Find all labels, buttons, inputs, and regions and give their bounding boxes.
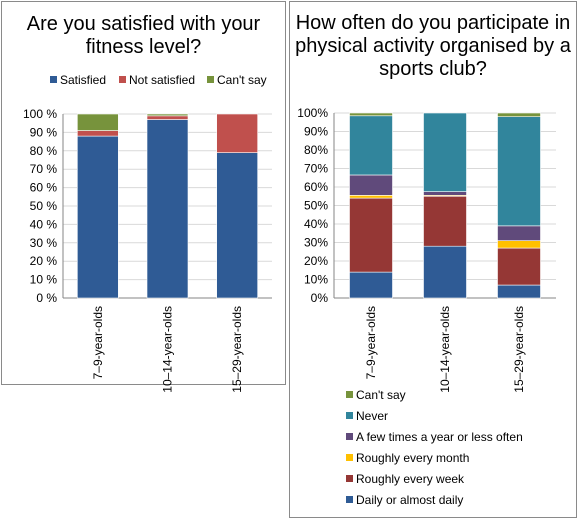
bar-segment-a-few-times-a-year-or-less-often xyxy=(497,225,541,241)
bar-segment-a-few-times-a-year-or-less-often xyxy=(349,174,393,196)
bar-segment-not-satisfied xyxy=(77,130,119,137)
legend-label: Roughly every month xyxy=(356,451,469,465)
x-tick-label: 15–29-year-olds xyxy=(230,306,244,393)
y-tick-label: 80 % xyxy=(30,144,58,158)
y-tick-label: 70 % xyxy=(30,162,58,176)
legend-label: Can't say xyxy=(356,388,406,402)
bar-segment-roughly-every-month xyxy=(497,240,541,249)
bar-segment-can-t-say xyxy=(77,113,119,131)
bar-segment-daily-or-almost-daily xyxy=(423,245,467,299)
legend-swatch xyxy=(50,76,57,83)
bar-segment-daily-or-almost-daily xyxy=(497,284,541,299)
y-tick-label: 70% xyxy=(304,162,328,176)
legend-label: Daily or almost daily xyxy=(356,493,463,507)
bar-segment-roughly-every-week xyxy=(423,195,467,247)
legend-swatch xyxy=(346,475,353,482)
bar-segment-not-satisfied xyxy=(146,115,189,120)
satisfaction-chart: 0 % 10 % 20 % 30 % 40 % 50 % 60 % 70 % 80 % 90 % 1… xyxy=(23,73,272,393)
y-tick-label: 100 % xyxy=(23,107,57,121)
bar-segment-never xyxy=(423,112,467,192)
y-tick-label: 10 % xyxy=(30,273,58,287)
bar-segment-never xyxy=(349,115,393,176)
sports-club-chart: 0% 10% 20% 30% 40% 50% 60% 70% 80% 90% 100% 7–9-yea… xyxy=(297,106,556,507)
y-tick-label: 80% xyxy=(304,143,328,157)
chart-panel-satisfaction: Are you satisfied with your fitness leve… xyxy=(1,1,286,393)
y-tick-label: 30 % xyxy=(30,236,58,250)
legend-swatch xyxy=(346,412,353,419)
y-tick-label: 20% xyxy=(304,254,328,268)
y-tick-label: 0 % xyxy=(36,291,57,305)
bar-segment-roughly-every-month xyxy=(349,195,393,199)
bar-segment-satisfied xyxy=(77,135,119,299)
y-tick-label: 50 % xyxy=(30,199,58,213)
y-tick-label: 20 % xyxy=(30,254,58,268)
legend-swatch xyxy=(119,76,126,83)
legend-swatch xyxy=(346,454,353,461)
chart-title: How often do you participate in physical… xyxy=(295,12,571,80)
y-tick-label: 90 % xyxy=(30,125,58,139)
bar-segment-can-t-say xyxy=(497,112,541,118)
y-tick-label: 90% xyxy=(304,125,328,139)
bar-segment-daily-or-almost-daily xyxy=(349,271,393,299)
bar-segment-can-t-say xyxy=(146,113,189,117)
x-tick-label: 7–9-year-olds xyxy=(91,306,105,379)
chart-title: Are you satisfied with your fitness leve… xyxy=(26,13,261,58)
legend-swatch xyxy=(207,76,214,83)
bar-segment-roughly-every-week xyxy=(349,197,393,273)
y-tick-label: 60% xyxy=(304,180,328,194)
legend-label: Satisfied xyxy=(60,73,106,87)
chart-panel-sports-club: How often do you participate in physical… xyxy=(289,1,577,518)
y-tick-label: 50% xyxy=(304,199,328,213)
bar-segment-satisfied xyxy=(146,119,189,299)
y-tick-label: 40 % xyxy=(30,217,58,231)
bar-segment-not-satisfied xyxy=(216,113,258,153)
x-tick-label: 10–14-year-olds xyxy=(161,306,175,393)
y-tick-label: 0% xyxy=(311,291,329,305)
legend-label: Never xyxy=(356,409,388,423)
bar-segment-a-few-times-a-year-or-less-often xyxy=(423,191,467,196)
legend-swatch xyxy=(346,496,353,503)
y-tick-label: 10% xyxy=(304,273,328,287)
bar-segment-roughly-every-week xyxy=(497,247,541,286)
legend-label: Can't say xyxy=(217,73,267,87)
legend-label: Not satisfied xyxy=(129,73,195,87)
y-tick-label: 30% xyxy=(304,236,328,250)
legend-label: A few times a year or less often xyxy=(356,430,523,444)
x-tick-label: 10–14-year-olds xyxy=(438,306,452,393)
legend-swatch xyxy=(346,433,353,440)
legend-swatch xyxy=(346,391,353,398)
y-tick-label: 60 % xyxy=(30,181,58,195)
bar-segment-never xyxy=(497,116,541,227)
x-tick-label: 15–29-year-olds xyxy=(512,306,526,393)
y-tick-label: 100% xyxy=(297,106,328,120)
bar-segment-satisfied xyxy=(216,152,258,299)
x-tick-label: 7–9-year-olds xyxy=(364,306,378,379)
y-tick-label: 40% xyxy=(304,217,328,231)
bar-segment-can-t-say xyxy=(349,112,393,117)
legend-label: Roughly every week xyxy=(356,472,465,486)
